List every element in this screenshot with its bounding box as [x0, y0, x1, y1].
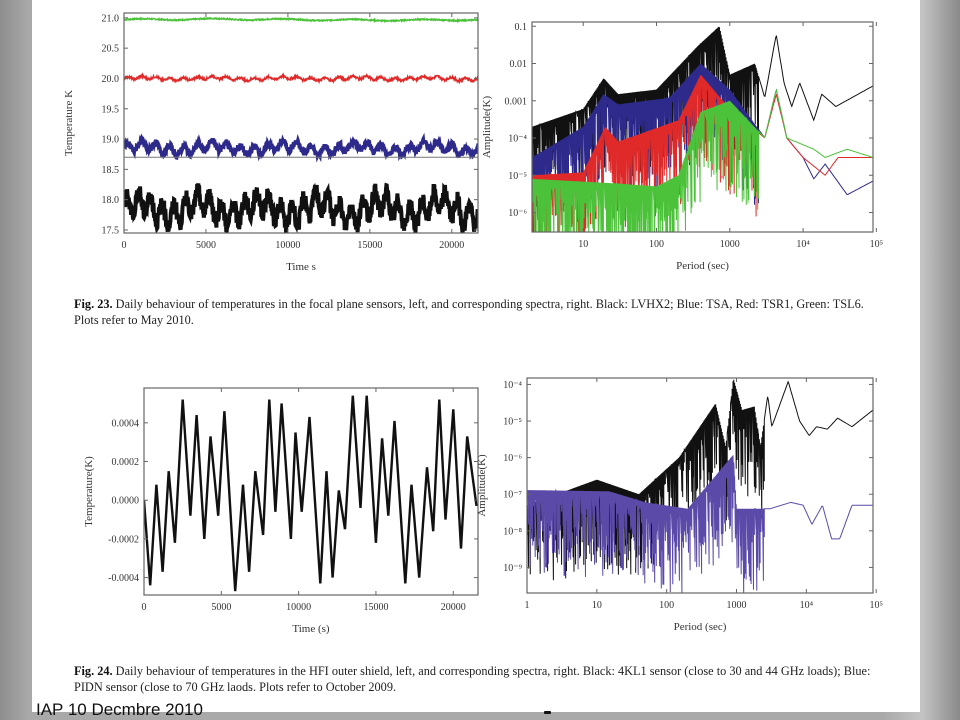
- slide-footer-text: IAP 10 Decmbre 2010: [36, 700, 203, 719]
- plot-frame: [143, 387, 479, 596]
- x-tick-label: 0: [142, 602, 147, 613]
- x-tick-label: 10: [592, 600, 602, 611]
- fig24-spectra-plot: 1 10 100 1000 10⁴ 10⁵ 10⁻⁹ 10⁻⁸ 10⁻⁷ 10⁻⁶ 10⁻⁵ 10⁻⁴…: [476, 377, 883, 633]
- x-tick-label: 100: [659, 600, 674, 611]
- x-tick-label: 20000: [439, 240, 464, 251]
- series-lvhx2-line: [124, 182, 478, 233]
- x-tick-label: 100: [649, 239, 664, 250]
- y-tick-label: 10⁻⁸: [503, 526, 522, 537]
- y-tick-label: 10⁻⁴: [503, 380, 522, 391]
- x-tick-label: 10000: [275, 240, 300, 251]
- x-tick-label: 10⁴: [796, 239, 810, 250]
- plot-frame: [123, 12, 479, 234]
- x-tick-label: 0: [122, 240, 127, 251]
- plot-area: [527, 379, 873, 593]
- y-tick-label: 0.0004: [112, 418, 140, 429]
- plot-frame: [526, 377, 874, 594]
- fig24-caption-label: Fig. 24.: [74, 664, 113, 678]
- fig24-caption: Fig. 24. Daily behaviour of temperatures…: [74, 663, 884, 695]
- slide-number-marker: [544, 711, 551, 714]
- series-tsl6-line: [532, 88, 873, 232]
- fig24-temperature-plot: 0 5000 10000 15000 20000 -0.0004 -0.0002 0.0000…: [83, 387, 479, 635]
- series-4kl1-line: [144, 395, 478, 592]
- y-tick-label: -0.0002: [108, 534, 139, 545]
- y-tick-label: 20.5: [102, 44, 120, 55]
- y-tick-label: 0.001: [505, 96, 528, 107]
- x-tick-label: 1000: [720, 239, 740, 250]
- x-tick-label: 10: [578, 239, 588, 250]
- y-tick-label: 10⁻⁷: [503, 490, 522, 501]
- y-tick-label: 20.0: [102, 74, 120, 85]
- fig23-caption-text: Daily behaviour of temperatures in the f…: [74, 297, 864, 327]
- y-tick-label: 10⁻⁵: [503, 417, 522, 428]
- y-tick-label: 17.5: [102, 225, 120, 236]
- x-tick-label: 20000: [441, 602, 466, 613]
- plot-area: [144, 395, 478, 592]
- fig24-caption-text: Daily behaviour of temperatures in the H…: [74, 664, 871, 694]
- series-tsr1-line: [124, 72, 478, 85]
- x-axis-title: Time s: [286, 261, 316, 273]
- y-axis-title: Temperature K: [63, 90, 75, 156]
- x-tick-label: 10000: [286, 602, 311, 613]
- y-tick-label: 10⁻⁶: [508, 208, 527, 219]
- y-tick-label: 18.0: [102, 195, 120, 206]
- y-axis-title: Amplitude(K): [476, 454, 488, 517]
- y-tick-label: -0.0004: [108, 573, 139, 584]
- plot-frame: [531, 21, 874, 233]
- y-tick-label: 19.0: [102, 135, 120, 146]
- y-axis-title: Amplitude(K): [481, 96, 493, 159]
- y-tick-label: 18.5: [102, 165, 120, 176]
- y-tick-label: 0.1: [515, 22, 528, 33]
- x-axis-title: Period (sec): [674, 621, 727, 633]
- y-tick-label: 10⁻⁶: [503, 453, 522, 464]
- y-tick-label: 21.0: [102, 13, 120, 24]
- x-tick-label: 5000: [211, 602, 231, 613]
- y-tick-label: 10⁻⁴: [508, 134, 527, 145]
- x-axis-title: Time (s): [292, 623, 330, 635]
- plot-area: [532, 26, 873, 232]
- y-tick-label: 19.5: [102, 104, 120, 115]
- x-tick-label: 10⁵: [869, 600, 883, 611]
- x-axis-title: Period (sec): [676, 260, 729, 272]
- x-tick-label: 10⁵: [870, 239, 884, 250]
- x-tick-label: 10⁴: [800, 600, 814, 611]
- y-tick-label: 0.01: [510, 59, 528, 70]
- series-tsa-line: [124, 132, 478, 163]
- fig23-caption: Fig. 23. Daily behaviour of temperatures…: [74, 296, 884, 328]
- y-tick-label: 10⁻⁵: [508, 171, 527, 182]
- x-tick-label: 1000: [727, 600, 747, 611]
- fig23-temperature-plot: 0 5000 10000 15000 20000 17.5 18.0 18.5 19.0 19.5…: [63, 12, 479, 273]
- y-tick-label: 0.0000: [112, 496, 140, 507]
- y-axis-title: Temperature(K): [83, 456, 95, 527]
- x-tick-label: 15000: [363, 602, 388, 613]
- fig23-caption-label: Fig. 23.: [74, 297, 113, 311]
- series-tsl6-line: [124, 16, 478, 24]
- fig23-spectra-plot: 10 100 1000 10⁴ 10⁵ 10⁻⁶ 10⁻⁵ 10⁻⁴ 0.001 0.01 0.1 P…: [481, 21, 883, 272]
- y-tick-label: 0.0002: [112, 457, 140, 468]
- x-tick-label: 15000: [357, 240, 382, 251]
- x-tick-label: 5000: [196, 240, 216, 251]
- x-tick-label: 1: [525, 600, 530, 611]
- y-tick-label: 10⁻⁹: [503, 563, 522, 574]
- plot-area: [124, 16, 478, 233]
- series-4kl1-line: [527, 379, 873, 581]
